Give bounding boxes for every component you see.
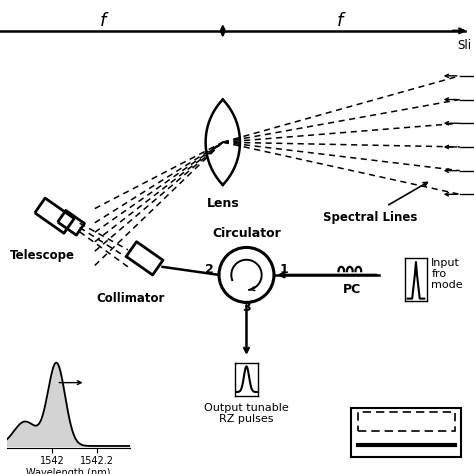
Text: 2: 2 [205, 263, 213, 275]
Text: Circulator: Circulator [212, 228, 281, 240]
Text: fro: fro [431, 269, 447, 279]
Text: Collimator: Collimator [96, 292, 164, 304]
Text: Telescope: Telescope [10, 249, 75, 262]
Text: Sli: Sli [457, 38, 472, 52]
Text: Output tunable: Output tunable [204, 403, 289, 413]
Text: Spectral Lines: Spectral Lines [322, 211, 417, 224]
Text: 1: 1 [280, 263, 288, 275]
Text: 3: 3 [242, 301, 251, 314]
X-axis label: Wavelength (nm): Wavelength (nm) [27, 468, 111, 474]
Text: Lens: Lens [206, 197, 239, 210]
Text: mode: mode [431, 280, 463, 291]
Text: $f$: $f$ [336, 12, 346, 30]
Text: RZ pulses: RZ pulses [219, 414, 273, 424]
Text: Input: Input [431, 258, 460, 268]
Text: PC: PC [343, 283, 361, 296]
Text: $f$: $f$ [99, 12, 109, 30]
